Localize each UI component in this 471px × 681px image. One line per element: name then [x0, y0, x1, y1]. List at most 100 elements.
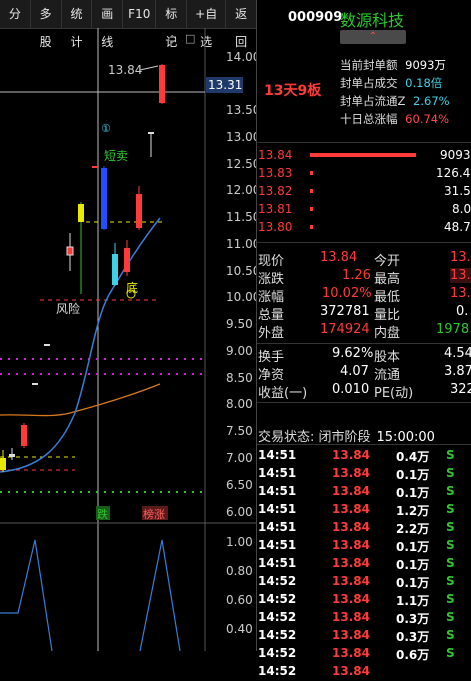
order-book-row[interactable]: 13.80 48.7 [258, 220, 471, 234]
price-tick: 12.50 [226, 157, 256, 171]
tick-price: 13.84 [332, 610, 370, 624]
quote-row: 涨幅 10.02% 最低 13. [258, 286, 471, 305]
tick-volume: 1.2万 [396, 504, 430, 518]
tick-volume: 2.2万 [396, 522, 430, 536]
window-icon[interactable]: □ [185, 32, 195, 45]
toolbar-button-multi-stock[interactable]: 多股 [31, 0, 62, 49]
tick-row: 14:51 13.84 0.1万 S [258, 483, 471, 501]
price-axis: 14.00 13.50 12.50 11.50 10.50 9.50 8.50 … [226, 50, 256, 519]
candle [44, 344, 50, 346]
candle [101, 168, 107, 229]
quote-row: 总量 372781 量比 0. [258, 304, 469, 323]
tick-row: 14:52 13.84 0.3万 S [258, 609, 471, 627]
candle [78, 204, 84, 222]
candle [66, 246, 74, 256]
trade-state-time: 15:00:00 [376, 430, 435, 445]
tick-volume: 0.1万 [396, 486, 430, 500]
price-tick: 13.00 [226, 130, 256, 144]
candle [112, 254, 118, 285]
seal-ratio-label: 封单占成交 [340, 76, 398, 90]
tick-price: 13.84 [332, 646, 370, 660]
ma-line-orange [0, 383, 161, 417]
tick-row: 14:51 13.84 0.1万 S [258, 555, 471, 573]
candle [136, 194, 142, 228]
bottom-circle-icon [126, 289, 136, 299]
quote-row: 换手 9.62% 股本 4.54 [258, 346, 471, 365]
tick-side: S [446, 592, 455, 606]
trade-state-label: 交易状态: 闭市阶段 [258, 430, 371, 445]
tick-row: 14:52 13.84 0.3万 S [258, 627, 471, 645]
order-book-row[interactable]: 13.83 126.4 [258, 166, 471, 180]
toolbar-button-draw[interactable]: 画线 [92, 0, 124, 49]
indicator-tick: 0.40 [226, 622, 253, 636]
arrow-icon [139, 65, 159, 71]
divider [257, 402, 471, 403]
high-price-label: 13.84 [108, 63, 142, 77]
toolbar-button-back[interactable]: 返回 [235, 7, 248, 49]
ten-day-gain-label: 十日总涨幅 [340, 112, 398, 126]
quote-row: 现价 13.84 今开 13. [258, 250, 471, 269]
candle [21, 425, 27, 446]
order-book-row[interactable]: 13.82 31.5 [258, 184, 471, 198]
stock-name[interactable]: 数源科技 [340, 11, 405, 30]
toolbar-button-f10[interactable]: F10 [123, 0, 157, 28]
quote-row: 涨跌 1.26 最高 13. [258, 268, 471, 287]
price-tick: 9.00 [226, 344, 253, 358]
tick-row: 14:51 13.84 0.1万 S [258, 465, 471, 483]
candle [32, 383, 38, 385]
circle-marker: ① [101, 122, 111, 135]
tick-price: 13.84 [332, 628, 370, 642]
candle [9, 454, 15, 457]
trade-state: 交易状态: 闭市阶段 15:00:00 [258, 426, 435, 445]
seal-amount-value: 9093万 [405, 58, 446, 72]
tick-price: 13.84 [332, 592, 370, 606]
tick-time: 14:51 [258, 502, 297, 516]
price-tick: 10.00 [226, 290, 256, 304]
ten-day-gain-value: 60.74% [405, 112, 450, 126]
tick-side: S [446, 466, 455, 480]
tick-volume: 0.1万 [396, 576, 430, 590]
toolbar-button-stats[interactable]: 统计 [62, 0, 93, 49]
tick-price: 13.84 [332, 484, 370, 498]
ten-day-gain-row: 十日总涨幅 60.74% [340, 111, 449, 127]
tick-volume: 1.1万 [396, 594, 430, 608]
drop-signal-label: 跌 [97, 507, 108, 521]
rise-signal-badge [142, 506, 168, 520]
tick-row: 14:51 13.84 1.2万 S [258, 501, 471, 519]
volume-bar [310, 153, 416, 157]
tick-time: 14:51 [258, 484, 297, 498]
tick-price: 13.84 [332, 448, 370, 462]
toolbar-button-intraday[interactable]: 分时 [0, 0, 31, 28]
tick-volume: 0.1万 [396, 540, 430, 554]
tick-time: 14:51 [258, 466, 297, 480]
order-book-row[interactable]: 13.84 9093 [258, 148, 471, 162]
seal-ratio-row: 封单占成交 0.18倍 [340, 75, 442, 91]
seal-amount-row: 当前封单额 9093万 [340, 57, 446, 73]
seal-float-value: 2.67% [413, 94, 450, 108]
tick-time: 14:52 [258, 664, 297, 678]
price-tick: 6.50 [226, 478, 253, 492]
tick-volume: 0.6万 [396, 648, 430, 662]
toolbar-button-add-watchlist[interactable]: +自选 [187, 0, 227, 49]
tick-time: 14:52 [258, 628, 297, 642]
tick-side: S [446, 520, 455, 534]
panel-divider [256, 0, 257, 651]
toolbar-button-mark[interactable]: 标记 [156, 0, 188, 49]
short-sell-label: 短卖 [104, 149, 128, 163]
tick-volume: 0.3万 [396, 612, 430, 626]
tick-row: 14:51 13.84 2.2万 S [258, 519, 471, 537]
order-book-row[interactable]: 13.81 8.0 [258, 202, 471, 216]
diamond-icon[interactable]: ◇ [168, 32, 177, 45]
kline-chart[interactable]: ◇ □ 14.00 13.50 12.50 11.50 10.50 9.50 8… [0, 28, 256, 651]
price-tick: 10.50 [226, 264, 256, 278]
collapse-chevron-icon[interactable]: ⌃ [340, 30, 406, 44]
tick-volume: 0.1万 [396, 558, 430, 572]
seal-ratio-value: 0.18倍 [405, 76, 443, 90]
current-price-tag [206, 77, 243, 93]
tick-side: S [446, 610, 455, 624]
seal-float-label: 封单占流通Z [340, 94, 406, 108]
quote-row: 外盘 174924 内盘 1978 [258, 322, 470, 341]
price-tick: 11.00 [226, 237, 256, 251]
tick-time: 14:52 [258, 610, 297, 624]
tick-side: S [446, 484, 455, 498]
